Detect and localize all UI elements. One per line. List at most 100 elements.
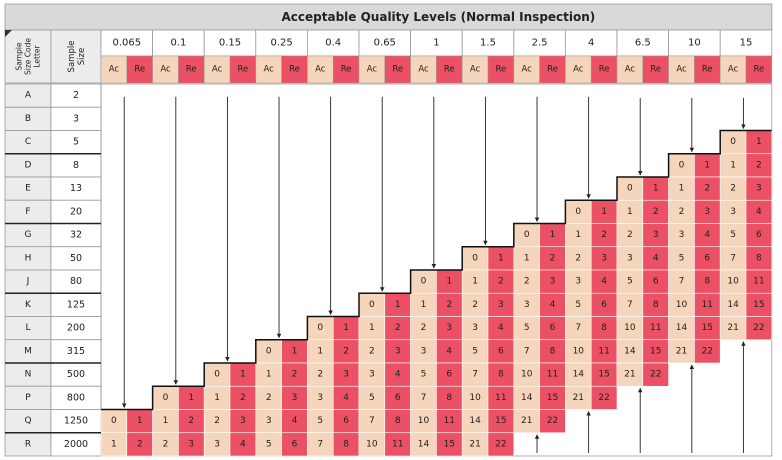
re-header-label: Re bbox=[134, 65, 145, 75]
re-value: 8 bbox=[498, 370, 504, 380]
ac-value: 3 bbox=[421, 346, 427, 356]
aql-level-label: 6.5 bbox=[635, 38, 651, 49]
ac-value: 2 bbox=[317, 370, 323, 380]
ac-value: 1 bbox=[524, 253, 530, 263]
re-header-label: Re bbox=[238, 65, 249, 75]
aql-level-label: 10 bbox=[688, 38, 701, 49]
ac-header-label: Ac bbox=[676, 65, 687, 75]
ac-value: 7 bbox=[730, 253, 736, 263]
ac-value: 0 bbox=[369, 300, 375, 310]
ac-value: 0 bbox=[111, 416, 117, 426]
re-header-cell bbox=[126, 55, 153, 84]
ac-value: 14 bbox=[573, 370, 585, 380]
sample-size: 50 bbox=[70, 253, 82, 264]
ac-value: 14 bbox=[521, 393, 533, 403]
ac-header-cell bbox=[565, 55, 592, 84]
re-value: 3 bbox=[446, 323, 452, 333]
re-value: 3 bbox=[601, 253, 607, 263]
aql-level-header bbox=[719, 29, 773, 57]
ac-header-label: Ac bbox=[160, 65, 171, 75]
ac-value: 10 bbox=[418, 416, 430, 426]
ac-value: 10 bbox=[521, 370, 533, 380]
ac-header-cell bbox=[100, 55, 128, 84]
ac-value: 0 bbox=[421, 277, 427, 287]
re-header-cell bbox=[332, 55, 360, 84]
re-header-cell bbox=[229, 55, 257, 84]
re-value: 8 bbox=[704, 277, 710, 287]
ac-header-label: Ac bbox=[625, 65, 636, 75]
re-value: 15 bbox=[598, 370, 609, 380]
re-value: 11 bbox=[702, 300, 713, 310]
ac-header-cell bbox=[410, 55, 437, 84]
ac-header-label: Ac bbox=[470, 65, 481, 75]
ac-header-cell bbox=[203, 55, 231, 84]
aql-level-label: 2.5 bbox=[532, 38, 548, 49]
ac-value: 21 bbox=[624, 370, 635, 380]
re-value: 1 bbox=[240, 370, 246, 380]
ac-value: 1 bbox=[163, 416, 169, 426]
ac-value: 7 bbox=[421, 393, 427, 403]
sample-size-code: P bbox=[25, 393, 31, 403]
re-value: 6 bbox=[343, 416, 349, 426]
ac-value: 2 bbox=[266, 393, 272, 403]
ac-value: 1 bbox=[472, 277, 478, 287]
re-value: 1 bbox=[188, 393, 194, 403]
boundary-line bbox=[101, 129, 772, 411]
re-header-label: Re bbox=[341, 65, 352, 75]
sample-size-code: M bbox=[24, 346, 32, 356]
re-value: 3 bbox=[550, 277, 556, 287]
re-value: 2 bbox=[395, 323, 401, 333]
re-value: 3 bbox=[343, 370, 349, 380]
re-value: 6 bbox=[395, 393, 401, 403]
header-size-label-line: Sample bbox=[67, 41, 77, 73]
re-value: 2 bbox=[240, 393, 246, 403]
re-value: 8 bbox=[601, 323, 607, 333]
re-value: 6 bbox=[756, 230, 762, 240]
sample-size-code: B bbox=[25, 114, 31, 124]
header-size-label-line: Size bbox=[77, 48, 87, 65]
ac-value: 1 bbox=[266, 370, 272, 380]
re-value: 8 bbox=[653, 300, 659, 310]
re-header-label: Re bbox=[547, 65, 558, 75]
ac-header-label: Ac bbox=[367, 65, 378, 75]
aql-level-header bbox=[100, 29, 153, 57]
ac-value: 7 bbox=[524, 346, 530, 356]
sample-size-code: R bbox=[25, 439, 31, 449]
re-value: 2 bbox=[498, 277, 504, 287]
sample-size: 5 bbox=[73, 137, 79, 148]
ac-value: 5 bbox=[421, 370, 427, 380]
re-header-label: Re bbox=[702, 65, 713, 75]
header-code-label-line: Sample bbox=[15, 42, 24, 71]
re-value: 3 bbox=[188, 439, 194, 449]
ac-header-label: Ac bbox=[573, 65, 584, 75]
re-value: 15 bbox=[753, 300, 764, 310]
aql-level-label: 1.5 bbox=[480, 38, 496, 49]
re-header-cell bbox=[384, 55, 411, 84]
ac-value: 0 bbox=[627, 184, 633, 194]
re-value: 11 bbox=[495, 393, 506, 403]
ac-header-cell bbox=[307, 55, 334, 84]
sample-size: 2000 bbox=[64, 439, 88, 450]
aql-level-label: 0.65 bbox=[374, 38, 396, 49]
ac-value: 3 bbox=[730, 207, 736, 217]
ac-header-cell bbox=[152, 55, 179, 84]
ac-header-cell bbox=[461, 55, 489, 84]
re-value: 11 bbox=[598, 346, 609, 356]
ac-header-cell bbox=[255, 55, 282, 84]
re-value: 22 bbox=[495, 439, 506, 449]
table-title: Acceptable Quality Levels (Normal Inspec… bbox=[282, 10, 596, 24]
sample-size: 32 bbox=[70, 230, 82, 241]
re-value: 2 bbox=[292, 370, 298, 380]
ac-value: 0 bbox=[575, 207, 581, 217]
sample-size: 13 bbox=[70, 183, 82, 194]
sample-size-code: G bbox=[25, 230, 32, 240]
ac-value: 0 bbox=[679, 160, 685, 170]
aql-level-header bbox=[306, 29, 360, 57]
ac-value: 7 bbox=[369, 416, 375, 426]
ac-value: 3 bbox=[369, 370, 375, 380]
ac-value: 10 bbox=[676, 300, 688, 310]
sample-size: 800 bbox=[67, 392, 85, 403]
sample-size-code: L bbox=[25, 323, 30, 333]
ac-value: 1 bbox=[317, 346, 323, 356]
ac-header-cell bbox=[513, 55, 540, 84]
